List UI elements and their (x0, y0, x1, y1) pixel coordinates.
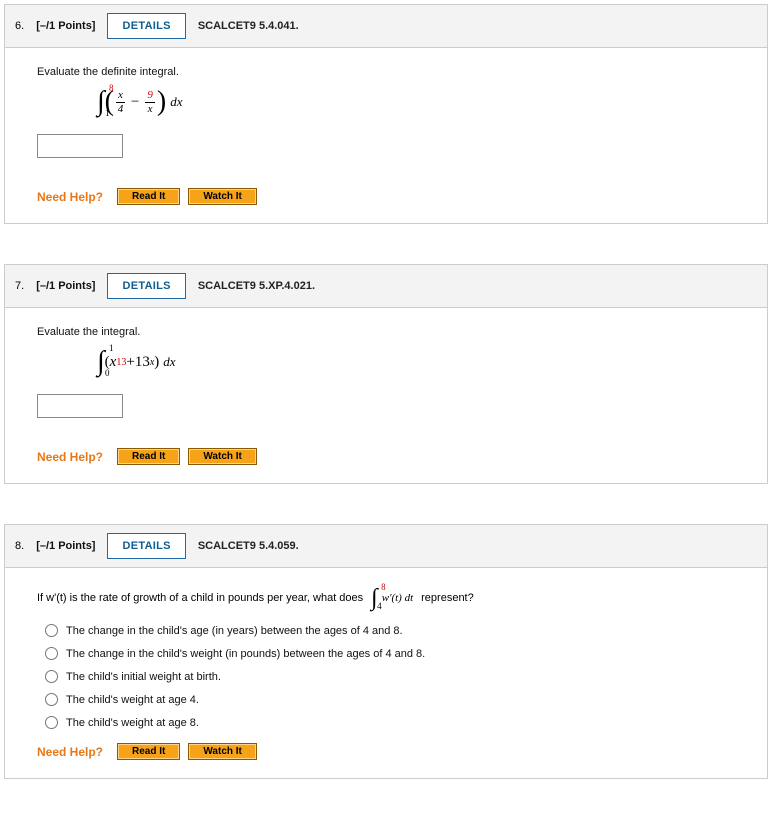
option-0[interactable]: The change in the child's age (in years)… (45, 624, 735, 637)
answer-input[interactable] (37, 394, 123, 418)
question-7: 7. [–/1 Points] DETAILS SCALCET9 5.XP.4.… (4, 264, 768, 484)
option-1[interactable]: The change in the child's weight (in pou… (45, 647, 735, 660)
lower-bound: 4 (377, 602, 382, 611)
frac2-num: 9 (145, 90, 155, 103)
right-paren: ) (154, 354, 159, 371)
dx: dx (170, 94, 182, 110)
integral-sign: ∫ 1 0 (97, 348, 105, 376)
upper-bound: 8 (381, 583, 386, 592)
option-label: The child's initial weight at birth. (66, 671, 221, 683)
watch-it-button[interactable]: Watch It (188, 743, 257, 760)
lower-bound: 0 (105, 369, 110, 378)
question-header: 7. [–/1 Points] DETAILS SCALCET9 5.XP.4.… (4, 264, 768, 308)
radio-option-0[interactable] (45, 624, 58, 637)
right-paren: ) (157, 91, 166, 113)
prompt-part-b: represent? (421, 592, 474, 604)
need-help-label: Need Help? (37, 190, 103, 204)
points-label: [–/1 Points] (36, 280, 95, 292)
radio-option-2[interactable] (45, 670, 58, 683)
question-6: 6. [–/1 Points] DETAILS SCALCET9 5.4.041… (4, 4, 768, 224)
prompt-text: If w'(t) is the rate of growth of a chil… (37, 586, 735, 610)
upper-bound: 1 (109, 344, 114, 353)
question-body: If w'(t) is the rate of growth of a chil… (4, 568, 768, 779)
question-code: SCALCET9 5.4.041. (198, 20, 299, 32)
option-label: The child's weight at age 4. (66, 694, 199, 706)
inline-integral: ∫ 8 4 w'(t) dt (371, 586, 413, 610)
term1-exp: 13 (116, 357, 126, 368)
term2-base: 13 (135, 354, 150, 371)
frac2-den: x (148, 103, 153, 115)
question-number: 6. (15, 20, 24, 32)
integral-sign: ∫ 8 1 (97, 88, 105, 116)
points-label: [–/1 Points] (36, 20, 95, 32)
need-help-label: Need Help? (37, 450, 103, 464)
plus-sign: + (126, 354, 134, 371)
read-it-button[interactable]: Read It (117, 188, 180, 205)
lower-bound: 1 (105, 109, 110, 118)
minus-sign: − (131, 94, 139, 111)
option-label: The child's weight at age 8. (66, 717, 199, 729)
option-3[interactable]: The child's weight at age 4. (45, 693, 735, 706)
answer-input[interactable] (37, 134, 123, 158)
watch-it-button[interactable]: Watch It (188, 448, 257, 465)
radio-option-3[interactable] (45, 693, 58, 706)
details-button[interactable]: DETAILS (107, 533, 185, 559)
question-header: 8. [–/1 Points] DETAILS SCALCET9 5.4.059… (4, 524, 768, 568)
radio-option-4[interactable] (45, 716, 58, 729)
option-4[interactable]: The child's weight at age 8. (45, 716, 735, 729)
read-it-button[interactable]: Read It (117, 448, 180, 465)
equation: ∫ 8 1 ( x 4 − 9 x ) dx (97, 88, 735, 116)
option-label: The change in the child's age (in years)… (66, 625, 403, 637)
need-help-row: Need Help? Read It Watch It (37, 743, 735, 760)
option-2[interactable]: The child's initial weight at birth. (45, 670, 735, 683)
fraction-x-over-4: x 4 (116, 90, 125, 115)
integral-sign: ∫ 8 4 (371, 586, 378, 610)
options-list: The change in the child's age (in years)… (45, 624, 735, 729)
prompt-text: Evaluate the integral. (37, 326, 735, 338)
question-body: Evaluate the definite integral. ∫ 8 1 ( … (4, 48, 768, 224)
fraction-9-over-x: 9 x (145, 90, 155, 115)
question-number: 8. (15, 540, 24, 552)
frac1-den: 4 (118, 103, 124, 115)
question-code: SCALCET9 5.XP.4.021. (198, 280, 315, 292)
details-button[interactable]: DETAILS (107, 13, 185, 39)
read-it-button[interactable]: Read It (117, 743, 180, 760)
frac1-num: x (116, 90, 125, 103)
prompt-text: Evaluate the definite integral. (37, 66, 735, 78)
question-body: Evaluate the integral. ∫ 1 0 ( x13 + 13x… (4, 308, 768, 484)
need-help-row: Need Help? Read It Watch It (37, 188, 735, 205)
question-number: 7. (15, 280, 24, 292)
upper-bound: 8 (109, 84, 114, 93)
points-label: [–/1 Points] (36, 540, 95, 552)
details-button[interactable]: DETAILS (107, 273, 185, 299)
need-help-label: Need Help? (37, 745, 103, 759)
equation: ∫ 1 0 ( x13 + 13x ) dx (97, 348, 735, 376)
question-code: SCALCET9 5.4.059. (198, 540, 299, 552)
need-help-row: Need Help? Read It Watch It (37, 448, 735, 465)
integrand: w'(t) dt (382, 592, 413, 604)
dx: dx (163, 354, 175, 370)
question-8: 8. [–/1 Points] DETAILS SCALCET9 5.4.059… (4, 524, 768, 779)
watch-it-button[interactable]: Watch It (188, 188, 257, 205)
question-header: 6. [–/1 Points] DETAILS SCALCET9 5.4.041… (4, 4, 768, 48)
prompt-part-a: If w'(t) is the rate of growth of a chil… (37, 592, 363, 604)
option-label: The change in the child's weight (in pou… (66, 648, 425, 660)
term1-base: x (110, 354, 117, 371)
radio-option-1[interactable] (45, 647, 58, 660)
